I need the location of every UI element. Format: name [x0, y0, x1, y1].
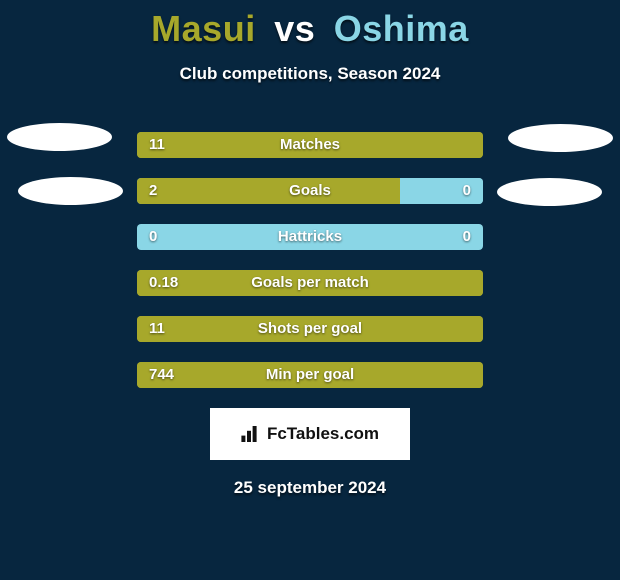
stat-label: Goals per match — [137, 270, 483, 296]
stat-row: 00Hattricks — [137, 224, 483, 250]
stat-label: Min per goal — [137, 362, 483, 388]
title-vs: vs — [274, 8, 315, 49]
logo-box: FcTables.com — [210, 408, 410, 460]
title-player2: Oshima — [334, 8, 469, 49]
side-ellipse — [508, 124, 613, 152]
title: Masui vs Oshima — [0, 0, 620, 50]
logo-text: FcTables.com — [267, 424, 379, 444]
title-player1: Masui — [151, 8, 256, 49]
side-ellipse — [497, 178, 602, 206]
stats-container: 11Matches 20Goals 00Hattricks 0.18Goals per… — [137, 132, 483, 388]
stat-row: 11Matches — [137, 132, 483, 158]
stat-row: 744Min per goal — [137, 362, 483, 388]
date: 25 september 2024 — [0, 478, 620, 498]
stat-row: 0.18Goals per match — [137, 270, 483, 296]
subtitle: Club competitions, Season 2024 — [0, 64, 620, 84]
stat-row: 20Goals — [137, 178, 483, 204]
bars-icon — [241, 426, 261, 442]
side-ellipse — [18, 177, 123, 205]
stat-label: Shots per goal — [137, 316, 483, 342]
stat-row: 11Shots per goal — [137, 316, 483, 342]
side-ellipse — [7, 123, 112, 151]
stat-label: Hattricks — [137, 224, 483, 250]
stat-label: Matches — [137, 132, 483, 158]
stat-label: Goals — [137, 178, 483, 204]
